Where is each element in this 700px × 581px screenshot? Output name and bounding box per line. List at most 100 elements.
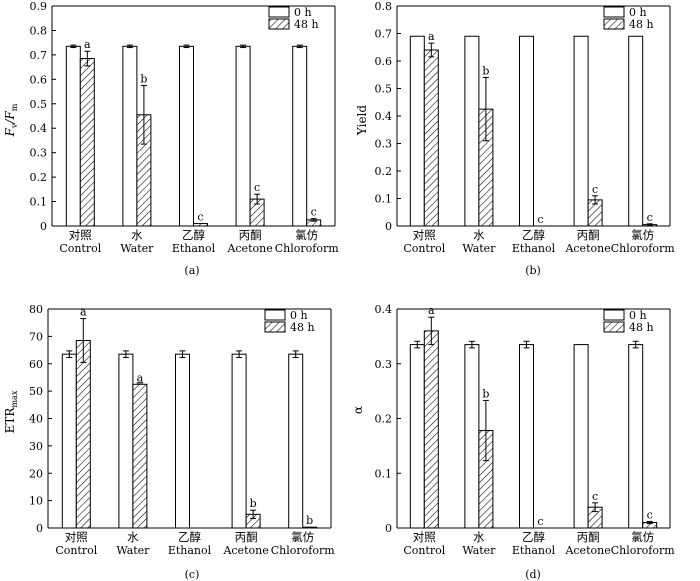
x-category-label-en: Chloroform — [611, 544, 675, 557]
bar-0h — [288, 353, 304, 529]
bar-48h — [79, 58, 95, 227]
x-category-label-cn: 乙醇 — [522, 530, 545, 544]
bar-48h — [423, 49, 439, 227]
legend-label-0h: 0 h — [629, 6, 647, 19]
bar-0h — [118, 353, 134, 529]
significance-letter: a — [137, 371, 144, 384]
y-tick-label: 0.2 — [375, 165, 393, 178]
x-category-label-en: Control — [59, 242, 101, 255]
bar-0h — [61, 353, 77, 529]
y-axis-title-sub: v — [10, 123, 19, 129]
x-category-label-en: Chloroform — [275, 242, 339, 255]
x-category-label-cn: 氯仿 — [631, 228, 654, 242]
x-category-label-cn: 水 — [127, 530, 139, 544]
significance-letter: c — [254, 181, 260, 194]
bar-0h — [175, 353, 190, 529]
y-tick-label: 80 — [29, 303, 43, 316]
x-category-label-en: Chloroform — [271, 544, 335, 557]
significance-letter: c — [311, 206, 317, 219]
bar-0h — [292, 45, 308, 227]
x-category-label-cn: 对照 — [69, 228, 92, 242]
legend-swatch-0h — [268, 6, 290, 18]
x-category-label-cn: 丙酮 — [235, 530, 258, 544]
legend-swatch-48h — [603, 321, 625, 333]
y-axis-title-sub: max — [10, 390, 19, 407]
x-category-label-en: Acetone — [564, 242, 610, 255]
significance-letter: c — [647, 508, 653, 521]
y-tick-label: 70 — [29, 330, 43, 343]
y-tick-label: 0.7 — [375, 28, 393, 41]
bar-0h — [519, 35, 534, 227]
bar-0h — [122, 45, 138, 227]
y-axis-title: Fv/Fm — [3, 103, 19, 137]
bar-0h — [573, 35, 589, 227]
significance-letter: c — [537, 515, 543, 528]
x-category-label-en: Water — [462, 242, 496, 255]
bar-0h — [235, 45, 251, 227]
y-axis-title: ETRmax — [3, 390, 19, 433]
y-tick-label: 0.5 — [375, 83, 393, 96]
y-tick-label: 40 — [29, 413, 43, 426]
x-category-label-cn: 丙酮 — [239, 228, 262, 242]
y-tick-label: 50 — [29, 385, 43, 398]
x-category-label-en: Ethanol — [512, 544, 556, 557]
chart-panels: 00.10.20.30.40.50.60.70.80.9a对照Controlb水… — [3, 0, 675, 581]
bar-0h — [65, 45, 81, 227]
significance-letter: b — [482, 65, 489, 78]
x-category-label-cn: 氯仿 — [631, 530, 654, 544]
significance-letter: b — [140, 72, 147, 85]
legend-label-48h: 48 h — [294, 18, 319, 31]
bar-48h — [302, 526, 318, 529]
x-category-label-cn: 乙醇 — [182, 228, 205, 242]
y-tick-label: 0.3 — [375, 358, 393, 371]
y-tick-label: 0.2 — [375, 413, 393, 426]
x-category-label-cn: 对照 — [413, 228, 436, 242]
legend-swatch-0h — [264, 309, 286, 321]
panel-label: (b) — [525, 264, 541, 277]
significance-letter: b — [482, 387, 489, 400]
y-tick-label: 0.4 — [375, 110, 393, 123]
significance-letter: a — [428, 30, 435, 43]
bar-48h — [423, 330, 439, 529]
y-tick-label: 0.4 — [30, 122, 48, 135]
significance-letter: b — [306, 514, 313, 527]
y-tick-label: 0.8 — [375, 0, 393, 13]
x-category-label-en: Control — [403, 242, 445, 255]
y-tick-label: 20 — [29, 467, 43, 480]
y-tick-label: 60 — [29, 358, 43, 371]
bar-0h — [519, 344, 534, 529]
bar-0h — [409, 344, 425, 529]
bar-0h — [573, 344, 589, 529]
x-category-label-cn: 对照 — [413, 530, 436, 544]
bar-0h — [409, 35, 425, 227]
legend-swatch-48h — [264, 321, 286, 333]
legend-label-0h: 0 h — [290, 309, 308, 322]
y-tick-label: 0.6 — [30, 73, 48, 86]
y-tick-label: 0.6 — [375, 55, 393, 68]
bar-48h — [132, 383, 148, 529]
significance-letter: c — [592, 490, 598, 503]
legend-label-0h: 0 h — [629, 309, 647, 322]
y-axis-title: α — [351, 406, 365, 414]
legend-swatch-48h — [603, 18, 625, 30]
bar-0h — [628, 344, 644, 529]
y-tick-label: 0.2 — [30, 171, 48, 184]
panel-label: (c) — [185, 568, 200, 581]
legend-swatch-0h — [603, 309, 625, 321]
y-axis-title-main: F — [3, 127, 17, 137]
x-category-label-en: Ethanol — [172, 242, 216, 255]
legend-label-0h: 0 h — [294, 6, 312, 19]
x-category-label-cn: 水 — [473, 228, 485, 242]
bar-0h — [231, 353, 247, 529]
y-tick-label: 0.1 — [375, 467, 393, 480]
x-category-label-cn: 水 — [473, 530, 485, 544]
y-tick-label: 0.1 — [375, 193, 393, 206]
x-category-label-en: Water — [120, 242, 154, 255]
x-category-label-en: Acetone — [222, 544, 268, 557]
y-tick-label: 0 — [385, 220, 392, 233]
x-category-label-en: Control — [55, 544, 97, 557]
bar-0h — [464, 344, 480, 529]
